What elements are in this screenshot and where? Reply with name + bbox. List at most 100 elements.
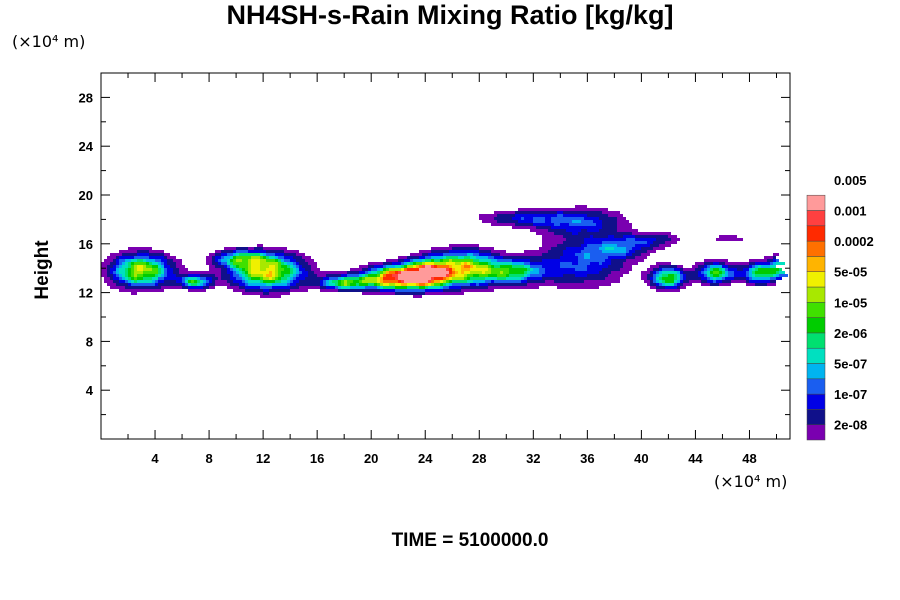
contour-cell (128, 271, 131, 274)
contour-cell (479, 253, 491, 256)
contour-cell (542, 259, 578, 262)
contour-cell (656, 238, 671, 241)
contour-cell (383, 280, 398, 283)
contour-cell (305, 259, 314, 262)
contour-cell (266, 274, 272, 277)
contour-cell (701, 268, 704, 271)
contour-cell (584, 247, 599, 250)
contour-cell (137, 259, 143, 262)
contour-cell (464, 274, 467, 277)
contour-cell (227, 253, 233, 256)
contour-cell (449, 283, 452, 286)
contour-cell (299, 262, 308, 265)
colorbar-label: 0.0002 (834, 234, 874, 249)
contour-cell (101, 265, 107, 268)
contour-cell (542, 244, 557, 247)
contour-cell (245, 286, 260, 289)
contour-cell (230, 268, 233, 271)
contour-cell (446, 280, 449, 283)
contour-cell (284, 274, 290, 277)
contour-cell (353, 280, 359, 283)
contour-cell (302, 271, 308, 274)
contour-cell (578, 256, 584, 259)
contour-cell (584, 256, 590, 259)
contour-cell (215, 253, 221, 256)
contour-cell (380, 277, 383, 280)
contour-cell (467, 274, 473, 277)
contour-cell (680, 277, 683, 280)
contour-cell (530, 262, 560, 265)
contour-cell (584, 280, 620, 283)
contour-cell (434, 280, 440, 283)
contour-cell (650, 283, 656, 286)
contour-cell (422, 265, 425, 268)
colorbar-label: 0.001 (834, 204, 867, 219)
contour-cell (167, 268, 173, 271)
contour-cell (665, 280, 674, 283)
contour-cell (554, 223, 560, 226)
contour-cell (428, 253, 443, 256)
contour-cell (263, 289, 269, 292)
x-tick-label: 12 (256, 451, 270, 466)
contour-cell (734, 271, 746, 274)
contour-cell (452, 259, 473, 262)
contour-cell (728, 271, 734, 274)
contour-cell (668, 274, 674, 277)
contour-cell (233, 253, 236, 256)
contour-cell (257, 244, 263, 247)
contour-cell (443, 259, 449, 262)
contour-cell (131, 292, 137, 295)
contour-cell (488, 283, 527, 286)
contour-cell (269, 271, 272, 274)
contour-cell (617, 226, 632, 229)
contour-cell (248, 274, 251, 277)
contour-cell (683, 274, 686, 277)
contour-cell (440, 280, 443, 283)
contour-cell (119, 250, 137, 253)
contour-cell (476, 265, 488, 268)
contour-cell (245, 274, 248, 277)
contour-cell (752, 274, 755, 277)
contour-cell (425, 283, 428, 286)
contour-cell (290, 268, 293, 271)
contour-cell (707, 268, 710, 271)
contour-cell (674, 280, 677, 283)
contour-cell (680, 283, 683, 286)
contour-cell (251, 271, 269, 274)
contour-cell (131, 259, 137, 262)
contour-cell (446, 274, 449, 277)
contour-cell (710, 277, 713, 280)
contour-cell (236, 256, 251, 259)
contour-cell (641, 274, 647, 277)
contour-cell (362, 292, 395, 295)
contour-cell (389, 268, 401, 271)
contour-cell (560, 256, 578, 259)
contour-cell (467, 277, 470, 280)
contour-cell (434, 259, 440, 262)
contour-cell (524, 277, 527, 280)
contour-cell (419, 283, 425, 286)
contour-cell (296, 271, 299, 274)
contour-cell (545, 280, 554, 283)
contour-cell (446, 283, 449, 286)
contour-cell (239, 283, 245, 286)
x-tick-label: 20 (364, 451, 378, 466)
contour-cell (683, 277, 686, 280)
contour-cell (281, 262, 284, 265)
contour-cell (299, 286, 320, 289)
contour-cell (206, 259, 212, 262)
contour-cell (266, 283, 272, 286)
contour-cell (527, 274, 530, 277)
contour-cell (200, 277, 206, 280)
contour-cell (704, 268, 707, 271)
contour-cell (452, 280, 467, 283)
contour-cell (452, 247, 479, 250)
contour-cell (590, 235, 593, 238)
contour-cell (665, 286, 677, 289)
contour-cell (119, 277, 122, 280)
contour-cell (578, 232, 632, 235)
contour-cell (704, 265, 707, 268)
contour-cell (143, 277, 152, 280)
contour-cell (434, 283, 440, 286)
contour-cell (281, 274, 284, 277)
